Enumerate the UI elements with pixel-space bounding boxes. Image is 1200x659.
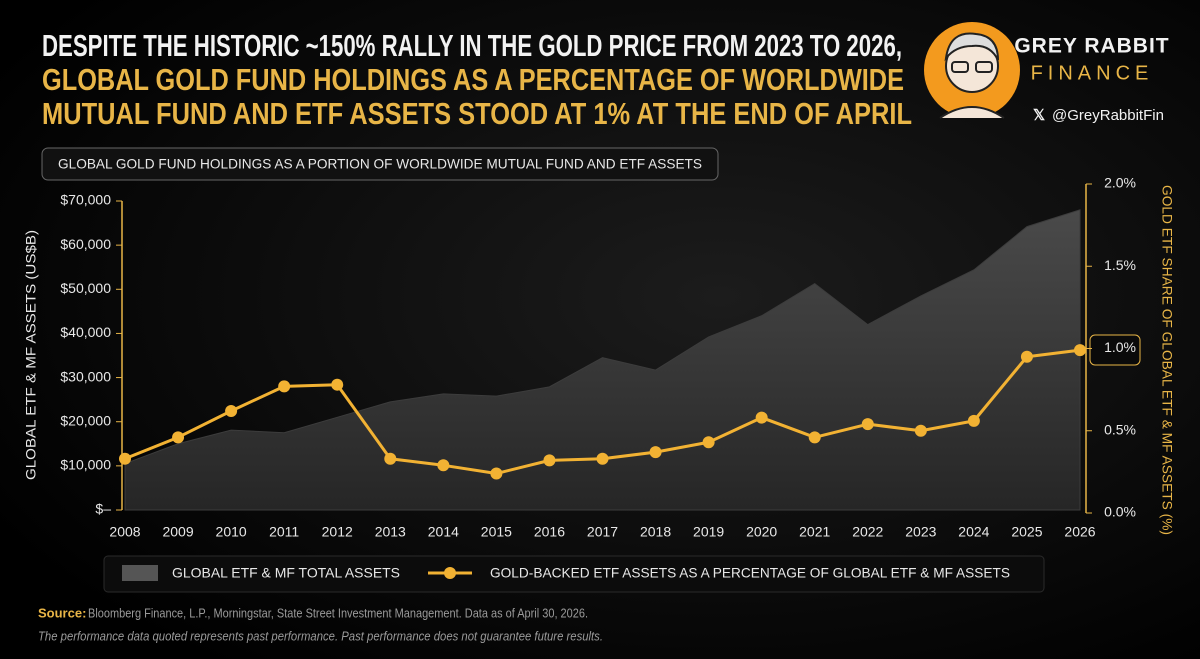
legend-label: GLOBAL ETF & MF TOTAL ASSETS [172,565,400,581]
y2-tick-label: 2.0% [1104,175,1136,191]
x-tick-label: 2019 [693,524,724,540]
legend-box [103,555,1045,593]
point [543,454,556,467]
title-line: MUTUAL FUND AND ETF ASSETS STOOD AT 1% A… [42,96,912,131]
x-tick-label: 2016 [534,524,565,540]
point [596,452,609,465]
point [861,418,874,431]
x-tick-label: 2025 [1011,524,1042,540]
y2-tick-label: 0.5% [1104,421,1136,437]
x-tick-label: 2015 [481,524,512,540]
source: Bloomberg Finance, L.P., Morningstar, St… [88,605,588,620]
title-line: GLOBAL GOLD FUND HOLDINGS AS A PERCENTAG… [42,62,904,97]
point [702,436,715,449]
x-tick-label: 2021 [799,524,830,540]
point [914,424,927,437]
brand: GREY RABBIT [1014,35,1169,58]
legend-swatch [122,565,158,581]
x-tick-label: 2010 [216,524,247,540]
point [1074,344,1086,357]
x-tick-label: 2012 [322,524,353,540]
x-tick-label: 2022 [852,524,883,540]
x-tick-label: 2008 [109,524,140,540]
disclaimer: The performance data quoted represents p… [38,628,603,643]
y2-tick-label: 1.5% [1104,257,1136,273]
point [649,446,662,459]
x-tick-label: 2013 [375,524,406,540]
legend-swatch [444,567,456,579]
x-logo: 𝕏 [1033,107,1045,124]
x-tick-label: 2020 [746,524,777,540]
point [490,467,503,480]
chart-title: GLOBAL GOLD FUND HOLDINGS AS A PORTION O… [58,156,702,172]
x-tick-label: 2026 [1064,524,1095,540]
title-line: DESPITE THE HISTORIC ~150% RALLY IN THE … [42,28,902,63]
point [808,431,821,444]
source-label: Source: [38,605,86,620]
legend-label: GOLD-BACKED ETF ASSETS AS A PERCENTAGE O… [490,565,1010,581]
y-axis-title: GLOBAL ETF & MF ASSETS (US$B) [23,230,39,480]
handle: @GreyRabbitFin [1052,107,1164,124]
x-tick-label: 2011 [269,524,299,540]
y-tick-label: $– [95,501,111,517]
y-tick-label: $40,000 [60,324,111,340]
x-tick-label: 2023 [905,524,936,540]
point [1020,350,1033,363]
x-tick-label: 2014 [428,524,459,540]
highlight-box [1089,334,1141,366]
logo-avatar [924,22,1020,119]
y-tick-label: $50,000 [60,280,111,296]
y-tick-label: $70,000 [60,192,111,208]
area [124,209,1081,511]
plot: $– $10,000 $20,000 $30,000 $40,000 $50,000 $60… [60,175,1136,540]
y-tick-label: $30,000 [60,368,111,384]
y2-axis-title: GOLD ETF SHARE OF GLOBAL ETF & MF ASSETS… [1159,185,1175,535]
y-tick-label: $10,000 [60,457,111,473]
point [967,414,980,427]
point [384,452,397,465]
point [225,405,238,418]
point [172,431,185,444]
y2-tick-label: 0.0% [1104,504,1136,520]
x-tick-label: 2024 [958,524,989,540]
brand-sub: FINANCE [1031,62,1154,84]
subtitle-box [41,147,719,181]
point [437,459,450,472]
x-tick-label: 2009 [162,524,193,540]
x-tick-label: 2018 [640,524,671,540]
y2-tick-label: 1.0% [1104,339,1136,355]
y-tick-label: $20,000 [60,412,111,428]
point [119,452,131,465]
x-tick-label: 2017 [587,524,618,540]
point [331,378,344,391]
point [278,380,291,393]
y-tick-label: $60,000 [60,236,111,252]
point [755,411,768,424]
